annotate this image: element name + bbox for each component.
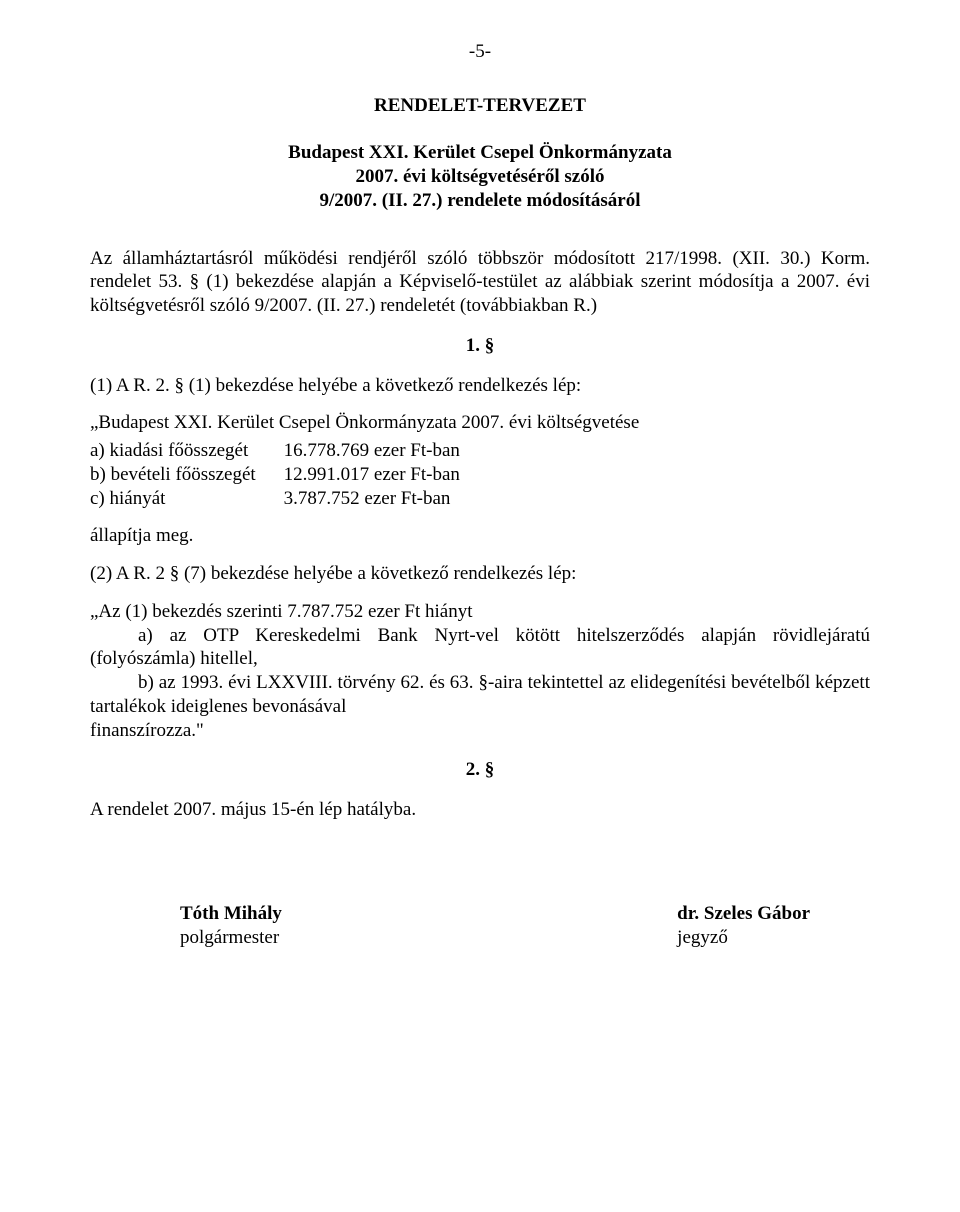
- signature-left: Tóth Mihály polgármester: [180, 902, 282, 950]
- sig-left-name: Tóth Mihály: [180, 902, 282, 926]
- title-block: RENDELET-TERVEZET Budapest XXI. Kerület …: [90, 94, 870, 213]
- budget-b-value: 12.991.017 ezer Ft-ban: [284, 463, 460, 487]
- budget-a-value: 16.778.769 ezer Ft-ban: [284, 439, 460, 463]
- quote2-line1: „Az (1) bekezdés szerinti 7.787.752 ezer…: [90, 600, 870, 624]
- budget-row-b: b) bevételi főösszegét 12.991.017 ezer F…: [90, 463, 460, 487]
- sig-right-name: dr. Szeles Gábor: [677, 902, 810, 926]
- quote2-end: finanszírozza.": [90, 719, 870, 743]
- budget-lead: „Budapest XXI. Kerület Csepel Önkormányz…: [90, 411, 870, 435]
- section-1-p1: (1) A R. 2. § (1) bekezdése helyébe a kö…: [90, 374, 870, 398]
- budget-c-label: c) hiányát: [90, 487, 284, 511]
- sig-left-title: polgármester: [180, 926, 282, 950]
- title-line-4: 9/2007. (II. 27.) rendelete módosításáró…: [90, 189, 870, 213]
- title-line-3: 2007. évi költségvetéséről szóló: [90, 165, 870, 189]
- budget-row-c: c) hiányát 3.787.752 ezer Ft-ban: [90, 487, 460, 511]
- budget-b-label: b) bevételi főösszegét: [90, 463, 284, 487]
- quote2-a: a) az OTP Kereskedelmi Bank Nyrt-vel köt…: [90, 624, 870, 672]
- budget-set: állapítja meg.: [90, 524, 870, 548]
- title-line-2: Budapest XXI. Kerület Csepel Önkormányza…: [90, 141, 870, 165]
- sig-right-title: jegyző: [677, 926, 810, 950]
- section-1-number: 1. §: [90, 334, 870, 358]
- budget-c-value: 3.787.752 ezer Ft-ban: [284, 487, 460, 511]
- intro-paragraph: Az államháztartásról működési rendjéről …: [90, 247, 870, 318]
- budget-row-a: a) kiadási főösszegét 16.778.769 ezer Ft…: [90, 439, 460, 463]
- section-2-number: 2. §: [90, 758, 870, 782]
- quote2-b: b) az 1993. évi LXXVIII. törvény 62. és …: [90, 671, 870, 719]
- section-1-p2: (2) A R. 2 § (7) bekezdése helyébe a köv…: [90, 562, 870, 586]
- budget-table: a) kiadási főösszegét 16.778.769 ezer Ft…: [90, 439, 460, 510]
- budget-a-label: a) kiadási főösszegét: [90, 439, 284, 463]
- section-2-p: A rendelet 2007. május 15-én lép hatályb…: [90, 798, 870, 822]
- signature-right: dr. Szeles Gábor jegyző: [677, 902, 810, 950]
- page-number: -5-: [90, 40, 870, 64]
- title-line-1: RENDELET-TERVEZET: [90, 94, 870, 118]
- document-page: -5- RENDELET-TERVEZET Budapest XXI. Kerü…: [0, 0, 960, 1212]
- signatures: Tóth Mihály polgármester dr. Szeles Gábo…: [90, 902, 870, 950]
